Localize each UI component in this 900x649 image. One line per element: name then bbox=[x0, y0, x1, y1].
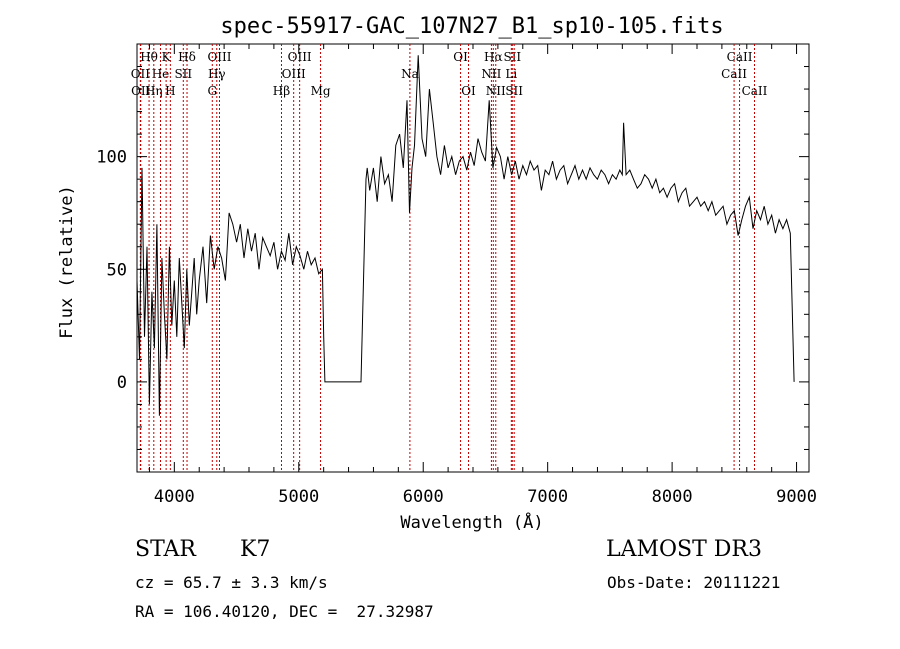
line-marker-label: OI bbox=[453, 50, 468, 64]
x-tick-label: 6000 bbox=[403, 487, 444, 507]
line-marker-label: H bbox=[165, 84, 175, 98]
object-subclass: K7 bbox=[240, 537, 271, 562]
line-marker-label: CaII bbox=[727, 50, 753, 64]
line-marker-label: CaII bbox=[742, 84, 768, 98]
survey-name: LAMOST DR3 bbox=[606, 537, 762, 562]
spectrum-line bbox=[136, 55, 795, 416]
observation-date: Obs-Date: 20111221 bbox=[607, 573, 781, 592]
chart-title: spec-55917-GAC_107N27_B1_sp10-105.fits bbox=[220, 14, 723, 39]
line-marker-label: Li bbox=[505, 67, 517, 81]
x-tick-label: 5000 bbox=[278, 487, 319, 507]
line-marker-label: He bbox=[152, 67, 170, 81]
line-marker-label: K bbox=[162, 50, 172, 64]
x-tick-label: 8000 bbox=[652, 487, 693, 507]
line-marker-label: CaII bbox=[721, 67, 747, 81]
line-marker-label: Mg bbox=[311, 84, 331, 98]
line-marker-label: Hη bbox=[145, 84, 163, 98]
y-tick-label: 100 bbox=[96, 148, 127, 168]
y-axis-label: Flux (relative) bbox=[57, 185, 77, 339]
y-tick-label: 50 bbox=[107, 260, 127, 280]
line-marker-label: Hδ bbox=[178, 50, 196, 64]
line-marker-label: Hα bbox=[484, 50, 503, 64]
line-marker-label: OIII bbox=[207, 50, 231, 64]
line-marker-label: Hβ bbox=[273, 84, 290, 98]
line-marker-label: NII bbox=[486, 84, 506, 98]
line-marker-label: Na bbox=[401, 67, 419, 81]
line-marker-label: OII bbox=[131, 84, 151, 98]
y-tick-label: 0 bbox=[117, 373, 127, 393]
line-marker-label: Hγ bbox=[208, 67, 226, 81]
line-marker-label: OI bbox=[461, 84, 476, 98]
x-tick-label: 7000 bbox=[527, 487, 568, 507]
redshift-value: cz = 65.7 ± 3.3 km/s bbox=[135, 573, 328, 592]
line-marker-label: NII bbox=[481, 67, 501, 81]
plot-frame bbox=[136, 43, 810, 473]
x-tick-label: 9000 bbox=[776, 487, 817, 507]
x-axis-label: Wavelength (Å) bbox=[400, 511, 543, 533]
line-marker-label: G bbox=[207, 84, 217, 98]
line-marker-label: SII bbox=[503, 50, 521, 64]
coordinates: RA = 106.40120, DEC = 27.32987 bbox=[135, 602, 434, 621]
line-marker-label: Hθ bbox=[140, 50, 158, 64]
object-class: STAR bbox=[135, 537, 196, 562]
axes: 4000 5000 6000 7000 8000 9000 0 50 100 bbox=[96, 44, 817, 507]
x-tick-label: 4000 bbox=[154, 487, 195, 507]
line-marker-label: SII bbox=[174, 67, 192, 81]
line-marker-label: OIII bbox=[288, 50, 312, 64]
line-marker-label: OIII bbox=[282, 67, 306, 81]
line-marker-label: SII bbox=[505, 84, 523, 98]
